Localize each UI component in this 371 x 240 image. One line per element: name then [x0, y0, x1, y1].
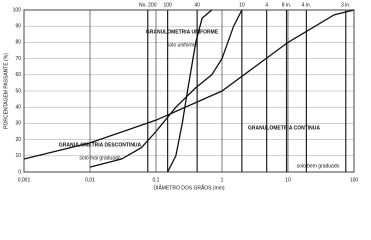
sieve-label: 4 in. — [302, 2, 311, 8]
y-tick-label: 10 — [15, 153, 21, 159]
y-tick-label: 20 — [15, 137, 21, 143]
x-tick-label: 1 — [221, 177, 224, 183]
y-tick-label: 0 — [18, 169, 21, 175]
grading-curve — [167, 9, 213, 173]
x-tick-label: 100 — [350, 177, 359, 183]
y-tick-label: 90 — [15, 24, 21, 30]
sieve-label: 8 in. — [282, 2, 291, 8]
x-tick-label: 0,001 — [18, 177, 31, 183]
sieve-label: No. 200 — [139, 2, 157, 8]
annotation: GRANULOMETRIA CONTINUA — [248, 125, 320, 131]
y-tick-label: 40 — [15, 105, 21, 111]
x-tick-label: 10 — [285, 177, 291, 183]
y-tick-label: 80 — [15, 40, 21, 46]
annotation: GRANULOMETRIA UNIFORME — [146, 29, 219, 35]
annotation: solo bem graduado — [297, 163, 340, 169]
x-tick-label: 0,1 — [153, 177, 160, 183]
x-axis-title: DIÂMETRO DOS GRÃOS (mm) — [153, 184, 224, 191]
annotation: solo uniforme — [167, 42, 197, 48]
sieve-label: 40 — [194, 2, 200, 8]
y-axis-title: PORCENTAGEM PASSANTE (%) — [3, 53, 9, 129]
annotation: GRANULOMETRIA DESCONTINUA — [59, 142, 142, 148]
y-tick-label: 100 — [13, 7, 22, 13]
x-tick-label: 0,01 — [85, 177, 95, 183]
annotation: solo mal graduado — [79, 155, 120, 161]
grading-curve — [89, 9, 243, 168]
y-tick-label: 70 — [15, 56, 21, 62]
grading-curve — [23, 9, 355, 160]
sieve-label: 3 in. — [341, 2, 350, 8]
y-tick-label: 30 — [15, 121, 21, 127]
y-tick-label: 60 — [15, 72, 21, 78]
sieve-label: 10 — [239, 2, 245, 8]
chart: PORCENTAGEM PASSANTE (%) DIÂMETRO DOS GR… — [3, 2, 359, 191]
sieve-label: 4 — [265, 2, 268, 8]
sieve-label: 100 — [163, 2, 172, 8]
y-tick-label: 50 — [15, 88, 21, 94]
